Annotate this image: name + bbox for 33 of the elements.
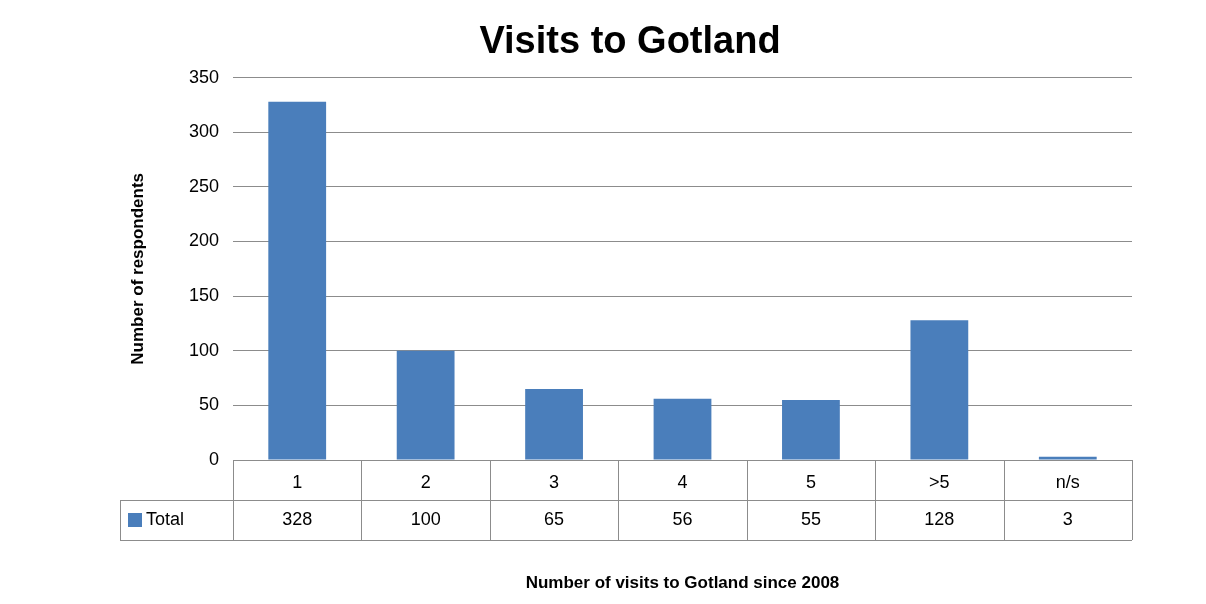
data-label: 128 xyxy=(924,508,955,529)
y-tick-label: 300 xyxy=(188,121,219,142)
y-tick-label: 200 xyxy=(188,230,219,251)
x-tick-label: 2 xyxy=(420,471,431,492)
x-tick-label: 5 xyxy=(805,471,816,492)
y-tick-label: 150 xyxy=(188,285,219,306)
x-tick-label: n/s xyxy=(1055,471,1080,492)
data-label: 56 xyxy=(672,508,693,529)
y-tick-label: 350 xyxy=(188,66,219,87)
data-label: 65 xyxy=(544,508,565,529)
bar xyxy=(782,399,840,460)
bar xyxy=(525,388,583,460)
x-axis-title: Number of visits to Gotland since 2008 xyxy=(525,573,840,593)
data-label: 328 xyxy=(282,508,313,529)
data-label: 55 xyxy=(800,508,821,529)
data-label: 3 xyxy=(1062,508,1073,529)
x-tick-label: 3 xyxy=(549,471,560,492)
legend-label: Total xyxy=(146,508,185,529)
x-tick-label: 1 xyxy=(292,471,303,492)
bar xyxy=(910,320,969,460)
bar xyxy=(653,398,712,460)
y-tick-label: 0 xyxy=(208,448,219,469)
bar xyxy=(268,101,327,460)
bar xyxy=(1038,456,1097,460)
x-tick-label: >5 xyxy=(929,471,950,492)
y-axis-title: Number of respondents xyxy=(127,172,147,365)
chart-title: Visits to Gotland xyxy=(479,19,781,62)
x-tick-label: 4 xyxy=(677,471,688,492)
data-label: 100 xyxy=(410,508,441,529)
y-tick-label: 250 xyxy=(188,175,219,196)
bar xyxy=(396,350,455,460)
y-tick-label: 100 xyxy=(188,339,219,360)
y-tick-label: 50 xyxy=(198,394,219,415)
